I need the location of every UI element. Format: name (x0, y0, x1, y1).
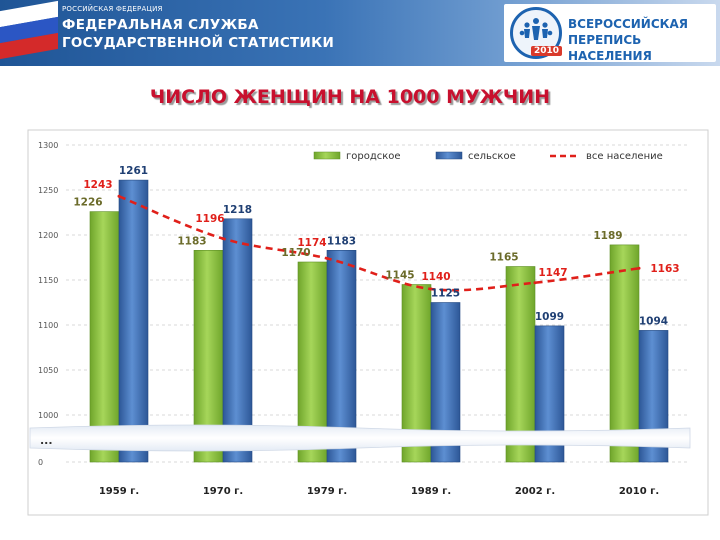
data-label-rural: 1125 (431, 288, 460, 300)
data-label-urban: 1145 (385, 270, 414, 282)
census-emblem-icon: 2010 (510, 7, 563, 59)
total-point (429, 287, 433, 291)
data-label-rural: 1218 (223, 204, 252, 216)
header-banner: РОССИЙСКАЯ ФЕДЕРАЦИЯ ФЕДЕРАЛЬНАЯ СЛУЖБА … (0, 0, 720, 66)
y-tick-label: 1050 (38, 366, 58, 375)
agency-line-2: ГОСУДАРСТВЕННОЙ СТАТИСТИКИ (62, 35, 335, 51)
total-series-line (118, 195, 640, 292)
bar-urban (609, 244, 640, 463)
data-label-urban: 1165 (489, 252, 518, 264)
y-tick-label: 1150 (38, 276, 58, 285)
y-tick-label: 0 (38, 458, 43, 467)
legend-label-total: все население (586, 151, 663, 162)
bar-urban (505, 266, 536, 463)
data-label-total: 1163 (650, 263, 679, 275)
y-tick-label: 1200 (38, 231, 58, 240)
census-title-line-1: ВСЕРОССИЙСКАЯ (568, 17, 688, 31)
total-point (533, 281, 537, 285)
data-label-total: 1140 (421, 271, 450, 283)
x-tick-label: 1970 г. (203, 486, 243, 497)
agency-name: ФЕДЕРАЛЬНАЯ СЛУЖБА ГОСУДАРСТВЕННОЙ СТАТИ… (62, 16, 334, 52)
x-tick-label: 1989 г. (411, 486, 451, 497)
legend-swatch-urban (313, 151, 341, 160)
axis-break-band (29, 424, 691, 452)
axis-break-label: ... (40, 434, 53, 447)
y-tick-label: 1100 (38, 321, 58, 330)
chart-frame (27, 129, 709, 516)
data-label-urban: 1183 (177, 235, 206, 247)
total-point (325, 256, 329, 260)
data-label-rural: 1099 (535, 311, 564, 323)
total-point (637, 266, 641, 270)
data-label-urban: 1226 (73, 197, 102, 209)
census-year: 2010 (531, 46, 563, 56)
data-label-urban: 1170 (281, 247, 310, 259)
census-logo: 2010 ВСЕРОССИЙСКАЯ ПЕРЕПИСЬ НАСЕЛЕНИЯ (504, 4, 716, 64)
data-label-rural: 1094 (639, 315, 668, 327)
y-tick-label: 1300 (38, 141, 58, 150)
bar-rural (222, 218, 253, 463)
country-label: РОССИЙСКАЯ ФЕДЕРАЦИЯ (62, 5, 163, 13)
census-title: ВСЕРОССИЙСКАЯ ПЕРЕПИСЬ НАСЕЛЕНИЯ (568, 16, 716, 64)
total-point (117, 194, 121, 198)
chart-title: ЧИСЛО ЖЕНЩИН НА 1000 МУЖЧИН (149, 86, 551, 108)
x-tick-label: 1979 г. (307, 486, 347, 497)
bar-urban (89, 211, 120, 463)
x-tick-label: 2010 г. (619, 486, 659, 497)
x-tick-label: 1959 г. (99, 486, 139, 497)
data-label-rural: 1261 (119, 165, 148, 177)
census-title-line-2: ПЕРЕПИСЬ НАСЕЛЕНИЯ (568, 33, 652, 63)
legend-label-rural: сельское (468, 151, 516, 162)
data-label-total: 1147 (538, 267, 567, 279)
legend-swatch-rural (435, 151, 463, 160)
data-label-urban: 1189 (593, 230, 622, 242)
data-label-rural: 1183 (327, 235, 356, 247)
data-label-total: 1174 (297, 237, 326, 249)
data-label-total: 1243 (83, 179, 112, 191)
x-tick-label: 2002 г. (515, 486, 555, 497)
legend-label-urban: городское (346, 151, 401, 162)
data-label-total: 1196 (195, 213, 224, 225)
total-point (221, 237, 225, 241)
bar-rural (118, 179, 149, 463)
agency-line-1: ФЕДЕРАЛЬНАЯ СЛУЖБА (62, 17, 259, 33)
y-tick-label: 1000 (38, 411, 58, 420)
y-tick-label: 1250 (38, 186, 58, 195)
